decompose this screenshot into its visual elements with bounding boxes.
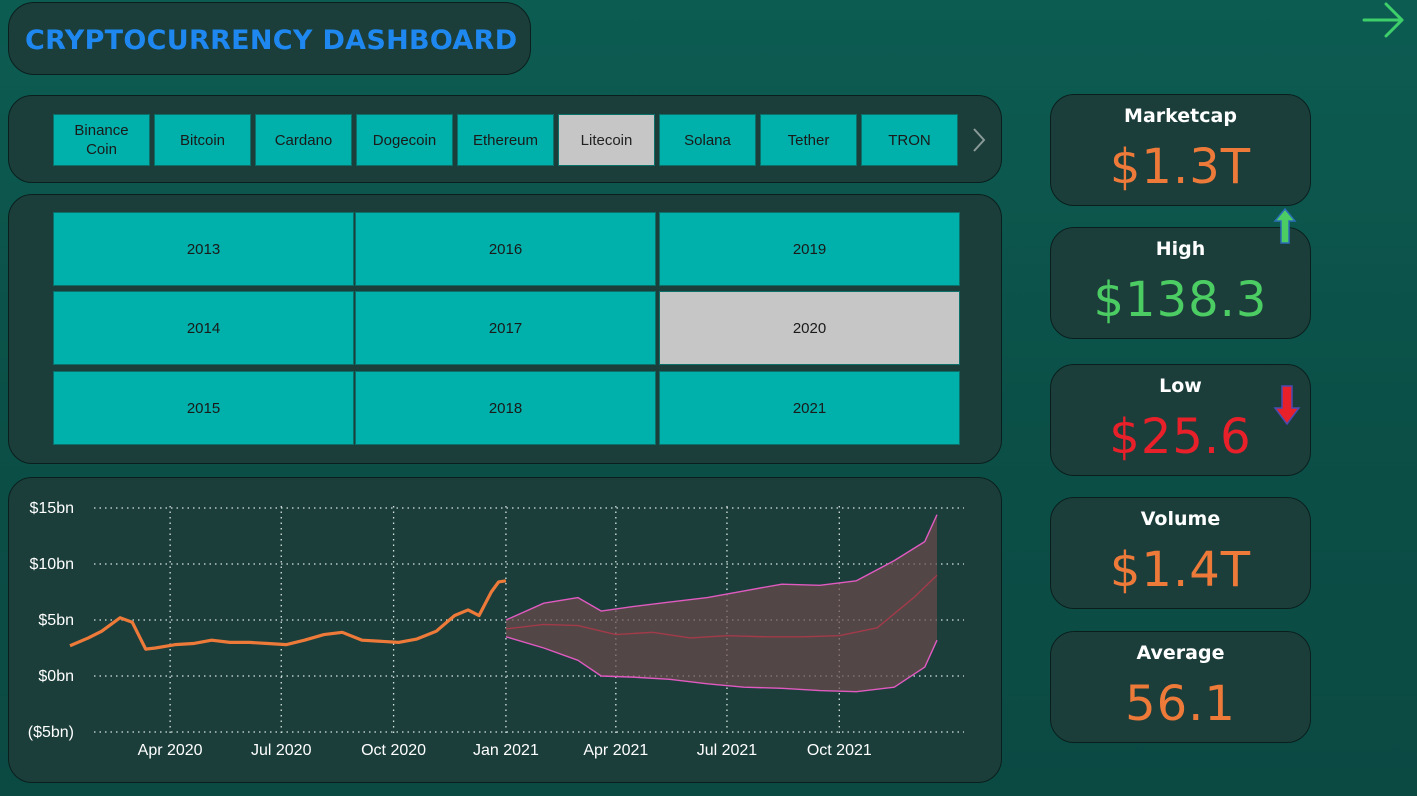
kpi-low: Low $25.6 — [1050, 364, 1311, 476]
y-tick-label: $15bn — [30, 500, 75, 517]
year-button-2021[interactable]: 2021 — [659, 371, 960, 445]
x-tick-label: Jul 2021 — [697, 742, 758, 759]
forecast-upper-line — [505, 514, 938, 621]
page-title: CRYPTOCURRENCY DASHBOARD — [25, 25, 518, 56]
coin-button-tron[interactable]: TRON — [861, 114, 958, 166]
x-tick-label: Jul 2020 — [251, 742, 312, 759]
year-button-2018[interactable]: 2018 — [355, 371, 656, 445]
year-slicer: 2013 2016 2019 2014 2017 2020 2015 2018 2021 — [8, 194, 1002, 464]
title-panel: CRYPTOCURRENCY DASHBOARD — [8, 2, 531, 75]
year-button-2019[interactable]: 2019 — [659, 212, 960, 286]
kpi-low-label: Low — [1159, 375, 1202, 397]
kpi-volume-value: $1.4T — [1109, 542, 1252, 598]
coin-button-dogecoin[interactable]: Dogecoin — [356, 114, 453, 166]
coin-button-tether[interactable]: Tether — [760, 114, 857, 166]
coin-button-cardano[interactable]: Cardano — [255, 114, 352, 166]
kpi-average: Average 56.1 — [1050, 631, 1311, 743]
coin-button-bitcoin[interactable]: Bitcoin — [154, 114, 251, 166]
kpi-high: High $138.3 — [1050, 227, 1311, 339]
coin-button-ethereum[interactable]: Ethereum — [457, 114, 554, 166]
coin-button-binance-coin[interactable]: Binance Coin — [53, 114, 150, 166]
kpi-volume-label: Volume — [1140, 508, 1221, 530]
kpi-low-value: $25.6 — [1109, 409, 1252, 465]
y-tick-label: $5bn — [38, 612, 74, 629]
coin-button-solana[interactable]: Solana — [659, 114, 756, 166]
year-button-2014[interactable]: 2014 — [53, 291, 354, 365]
y-tick-label: $10bn — [30, 556, 75, 573]
y-tick-label: $0bn — [38, 668, 74, 685]
kpi-high-label: High — [1155, 238, 1206, 260]
kpi-marketcap-label: Marketcap — [1124, 105, 1237, 127]
year-button-2017[interactable]: 2017 — [355, 291, 656, 365]
x-tick-label: Oct 2021 — [807, 742, 872, 759]
x-tick-label: Jan 2021 — [473, 742, 539, 759]
kpi-marketcap-value: $1.3T — [1109, 139, 1252, 195]
coin-button-litecoin[interactable]: Litecoin — [558, 114, 655, 166]
price-forecast-chart: $15bn $10bn $5bn $0bn ($5bn) Apr 2020 Jul 2020… — [8, 477, 1002, 783]
actual-price-line — [69, 579, 507, 651]
x-tick-label: Apr 2021 — [583, 742, 648, 759]
coin-slicer: Binance Coin Bitcoin Cardano Dogecoin Ethereu… — [8, 95, 1002, 183]
kpi-average-value: 56.1 — [1125, 676, 1236, 732]
year-button-2015[interactable]: 2015 — [53, 371, 354, 445]
kpi-marketcap: Marketcap $1.3T — [1050, 94, 1311, 206]
year-button-2016[interactable]: 2016 — [355, 212, 656, 286]
forecast-band — [505, 514, 937, 692]
x-tick-label: Oct 2020 — [361, 742, 426, 759]
y-tick-label: ($5bn) — [28, 724, 74, 741]
forecast-line — [505, 574, 938, 639]
kpi-average-label: Average — [1136, 642, 1225, 664]
x-tick-label: Apr 2020 — [138, 742, 203, 759]
year-button-2013[interactable]: 2013 — [53, 212, 354, 286]
forecast-lower-line — [505, 636, 938, 693]
kpi-volume: Volume $1.4T — [1050, 497, 1311, 609]
year-button-2020[interactable]: 2020 — [659, 291, 960, 365]
arrow-up-icon — [1273, 207, 1297, 244]
chevron-right-icon[interactable] — [969, 126, 989, 154]
arrow-right-icon[interactable] — [1358, 0, 1408, 44]
arrow-down-icon — [1273, 385, 1301, 426]
chart-canvas: $15bn $10bn $5bn $0bn ($5bn) Apr 2020 Jul 2020… — [28, 500, 964, 759]
kpi-high-value: $138.3 — [1093, 272, 1268, 328]
